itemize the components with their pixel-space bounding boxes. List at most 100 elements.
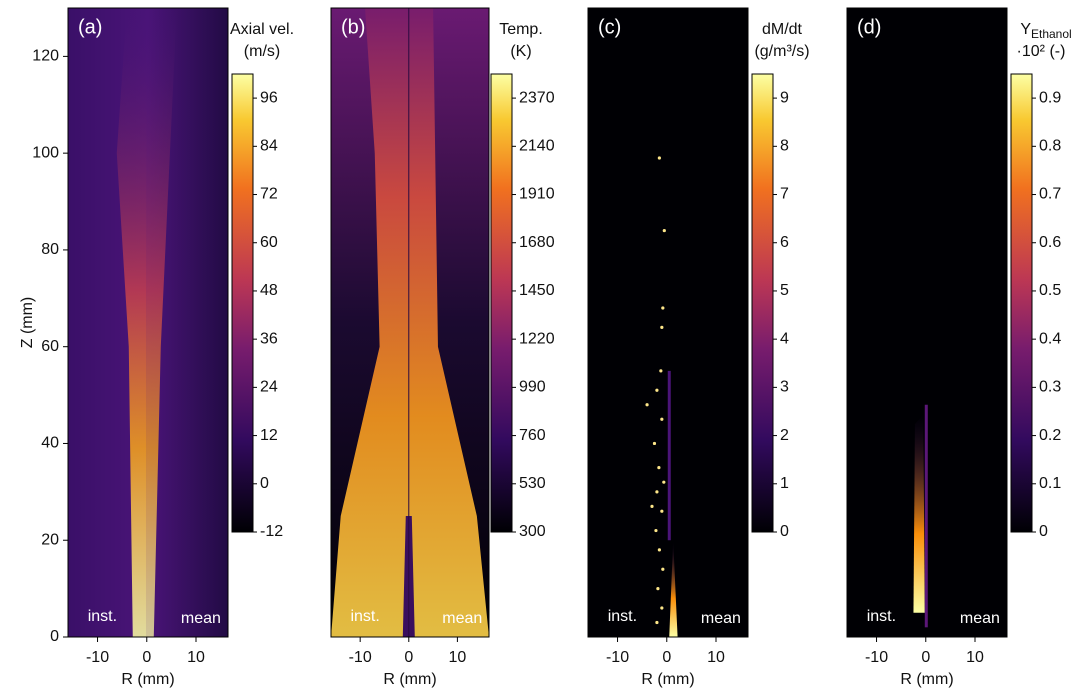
y-tick-label: 80 bbox=[41, 241, 59, 258]
colorbar-tick-label: 0.4 bbox=[1039, 330, 1061, 347]
colorbar bbox=[1010, 73, 1033, 533]
axes-frame bbox=[67, 7, 229, 638]
colorbar-tick-label: 0.9 bbox=[1039, 89, 1061, 106]
colorbar-title: YEthanol bbox=[1020, 21, 1071, 41]
droplet bbox=[660, 417, 664, 421]
panel-label: (b) bbox=[341, 16, 365, 38]
colorbar-tick-label: 1450 bbox=[519, 282, 555, 299]
panel-label: (a) bbox=[78, 16, 102, 38]
x-tick-label: 0 bbox=[921, 649, 930, 666]
annotation: mean bbox=[701, 610, 741, 627]
droplet bbox=[662, 480, 666, 484]
colorbar-tick-label: 0.3 bbox=[1039, 379, 1061, 396]
colorbar-tick-label: 0 bbox=[260, 475, 269, 492]
annotation: inst. bbox=[350, 608, 379, 625]
colorbar-tick-label: 8 bbox=[780, 138, 789, 155]
droplet bbox=[654, 528, 658, 533]
field-images bbox=[68, 8, 1007, 637]
colorbar-tick-label: 0 bbox=[780, 523, 789, 540]
x-axis-label: R (mm) bbox=[641, 671, 694, 688]
colorbar-tick-label: 12 bbox=[260, 427, 278, 444]
colorbar-tick-label: 1680 bbox=[519, 234, 555, 251]
colorbar-tick-label: 0.1 bbox=[1039, 475, 1061, 492]
colorbar-title: dM/dt bbox=[762, 21, 803, 38]
ethanol-inst bbox=[913, 414, 925, 613]
annotation: inst. bbox=[88, 608, 117, 625]
droplet bbox=[657, 548, 661, 552]
y-tick-label: 40 bbox=[41, 435, 59, 452]
colorbar-tick-label: 760 bbox=[519, 427, 546, 444]
colorbar-tick-label: 0.2 bbox=[1039, 427, 1061, 444]
colorbar-tick-label: 990 bbox=[519, 379, 546, 396]
flame bbox=[331, 8, 489, 637]
colorbar bbox=[231, 73, 254, 533]
droplet bbox=[660, 509, 664, 513]
colorbar-tick-label: 530 bbox=[519, 475, 546, 492]
droplet bbox=[645, 403, 649, 407]
colorbar bbox=[751, 73, 774, 533]
x-tick-label: 10 bbox=[707, 649, 725, 666]
x-tick-label: 0 bbox=[142, 649, 151, 666]
annotation: inst. bbox=[608, 608, 637, 625]
colorbar-title: Axial vel. bbox=[230, 21, 294, 38]
colorbar-tick-label: 1 bbox=[780, 475, 789, 492]
x-tick-label: -10 bbox=[349, 649, 372, 666]
colorbar-title: Temp. bbox=[499, 21, 543, 38]
x-tick-label: 10 bbox=[449, 649, 467, 666]
colorbar-tick-label: 2140 bbox=[519, 138, 555, 155]
colorbar-tick-label: 0 bbox=[1039, 523, 1048, 540]
colorbar-tick-label: 1220 bbox=[519, 330, 555, 347]
colorbar-tick-label: 84 bbox=[260, 138, 278, 155]
field bbox=[588, 8, 748, 637]
colorbar-tick-label: 0.7 bbox=[1039, 186, 1061, 203]
y-tick-label: 60 bbox=[41, 338, 59, 355]
colorbar-tick-label: 6 bbox=[780, 234, 789, 251]
droplet bbox=[657, 156, 661, 160]
colorbar-tick-label: 24 bbox=[260, 379, 278, 396]
droplet bbox=[652, 441, 657, 446]
colorbar-tick-label: -12 bbox=[260, 523, 283, 540]
colorbar-tick-label: 0.8 bbox=[1039, 138, 1061, 155]
colorbar-tick-label: 4 bbox=[780, 330, 789, 347]
colorbar-tick-label: 2370 bbox=[519, 89, 555, 106]
colorbar-tick-label: 7 bbox=[780, 186, 789, 203]
droplet bbox=[661, 567, 665, 571]
x-axis-label: R (mm) bbox=[900, 671, 953, 688]
jet-inst bbox=[116, 8, 147, 637]
colorbar-tick-label: 2 bbox=[780, 427, 789, 444]
x-tick-label: 10 bbox=[187, 649, 205, 666]
colorbar-title: (m/s) bbox=[244, 43, 280, 60]
droplet bbox=[660, 325, 664, 329]
x-tick-label: 0 bbox=[404, 649, 413, 666]
droplet bbox=[655, 388, 659, 392]
droplet bbox=[650, 504, 654, 508]
colorbar-tick-label: 0.6 bbox=[1039, 234, 1061, 251]
mean-strip bbox=[667, 370, 671, 541]
colorbar-tick-label: 72 bbox=[260, 186, 278, 203]
droplet bbox=[655, 620, 659, 625]
colorbar-title-sub: Ethanol bbox=[1031, 27, 1072, 41]
x-tick-label: -10 bbox=[865, 649, 888, 666]
colorbar-title: (g/m³/s) bbox=[754, 43, 809, 60]
droplet bbox=[655, 490, 659, 494]
droplet bbox=[656, 587, 660, 591]
droplet bbox=[660, 606, 664, 610]
y-tick-label: 100 bbox=[32, 144, 59, 161]
colorbar-title: ·10² (-) bbox=[1017, 43, 1066, 60]
droplet bbox=[661, 306, 665, 310]
y-tick-label: 20 bbox=[41, 531, 59, 548]
y-axis-label: Z (mm) bbox=[19, 297, 36, 349]
y-tick-label: 120 bbox=[32, 48, 59, 65]
colorbar-tick-label: 5 bbox=[780, 282, 789, 299]
annotation: mean bbox=[960, 610, 1000, 627]
droplet bbox=[662, 228, 666, 233]
y-tick-label: 0 bbox=[50, 628, 59, 645]
x-axis-label: R (mm) bbox=[383, 671, 436, 688]
colorbar-title: (K) bbox=[510, 43, 531, 60]
annotation: mean bbox=[181, 610, 221, 627]
axes-frame bbox=[846, 7, 1008, 638]
jet-mean bbox=[146, 8, 177, 637]
colorbar-tick-label: 48 bbox=[260, 282, 278, 299]
axes-frame bbox=[330, 7, 490, 638]
ethanol-mean bbox=[924, 404, 928, 628]
